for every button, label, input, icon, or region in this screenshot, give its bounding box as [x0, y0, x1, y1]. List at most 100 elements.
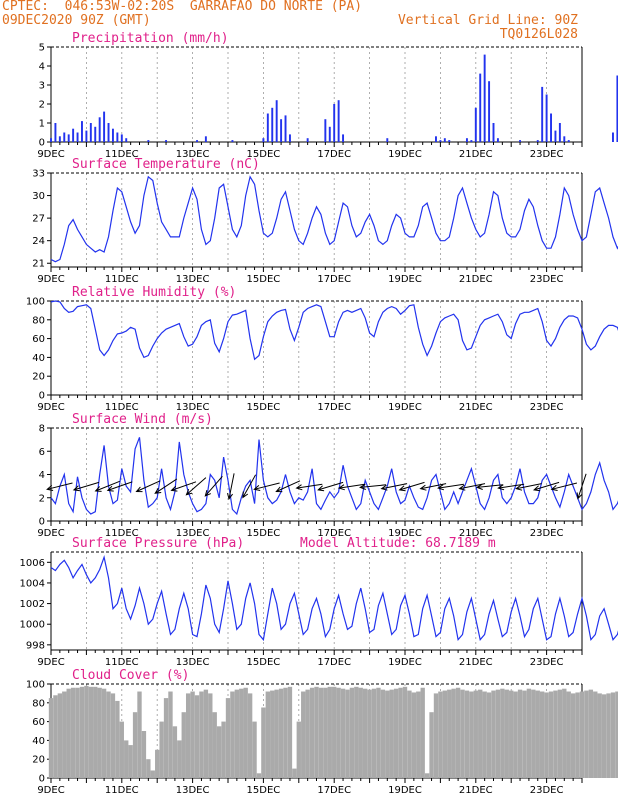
x-tick-label: 19DEC	[388, 785, 422, 796]
y-tick-label: 0	[39, 138, 45, 149]
cloud-bar	[314, 686, 319, 778]
cloud-bar	[562, 688, 567, 778]
wind-arrow	[576, 473, 587, 500]
precip-bar	[328, 126, 331, 142]
y-tick-label: 3	[39, 81, 45, 92]
precip-bar	[306, 138, 309, 142]
x-tick-label: 13DEC	[176, 528, 210, 539]
precip-bar	[85, 130, 88, 142]
precip-bar	[284, 115, 287, 142]
precip-bar	[116, 132, 119, 142]
y-tick-label: 1000	[20, 620, 45, 631]
precip-bar	[337, 100, 340, 142]
y-tick-label: 80	[32, 315, 45, 326]
precip-bar	[72, 128, 75, 142]
x-tick-label: 15DEC	[247, 528, 281, 539]
cloud-bar	[531, 689, 536, 778]
cloud-bar	[57, 693, 63, 778]
precip-bar	[435, 136, 437, 142]
precip-bar	[488, 81, 491, 142]
cloud-bar	[106, 691, 111, 778]
x-tick-label: 23DEC	[530, 528, 564, 539]
precip-bar	[288, 134, 291, 142]
cloud-bar	[177, 740, 182, 778]
x-tick-label: 15DEC	[247, 657, 281, 668]
precip-bar	[266, 113, 269, 142]
precip-bar	[439, 140, 442, 142]
wind-arrow	[550, 482, 578, 491]
y-tick-label: 100	[26, 297, 45, 308]
cloud-bar	[66, 688, 71, 778]
precip-bar	[567, 140, 570, 142]
y-tick-label: 33	[32, 169, 45, 180]
cloud-bar	[132, 712, 138, 778]
cloud-bar	[416, 691, 421, 778]
x-tick-label: 23DEC	[530, 274, 564, 285]
y-tick-label: 1	[39, 119, 45, 130]
wind-arrow	[253, 482, 280, 491]
cloud-bar	[278, 688, 284, 778]
y-tick-label: 40	[32, 736, 45, 747]
panel-subtitle: Model Altitude: 68.7189 m	[300, 536, 496, 551]
precip-bar	[541, 86, 544, 142]
cloud-bar	[606, 693, 611, 778]
cloud-bar	[566, 691, 571, 778]
x-tick-label: 13DEC	[176, 785, 210, 796]
precip-bar	[125, 138, 128, 142]
cloud-bar	[62, 691, 67, 778]
precip-bar	[342, 134, 345, 142]
y-tick-label: 4	[39, 62, 45, 73]
y-tick-label: 80	[32, 698, 45, 709]
x-tick-label: 21DEC	[459, 528, 493, 539]
cloud-bar	[115, 700, 120, 778]
cloud-bar	[168, 691, 173, 778]
cloud-bar	[234, 689, 240, 778]
cloud-bar	[504, 689, 509, 778]
cloud-bar	[305, 689, 310, 778]
x-tick-label: 9DEC	[37, 657, 64, 668]
header-line1-left: CPTEC: 046:53W-02:20S GARRAFAO DO NORTE …	[2, 0, 363, 14]
cloud-bar	[411, 692, 417, 778]
precip-bar	[612, 132, 614, 142]
precip-bar	[465, 138, 468, 142]
cloud-bar	[575, 692, 580, 778]
cloud-bar	[579, 691, 585, 778]
y-tick-label: 40	[32, 353, 45, 364]
cloud-bar	[208, 693, 213, 778]
cloud-bar	[84, 685, 89, 778]
cloud-bar	[146, 759, 151, 778]
cloud-bar	[535, 690, 540, 778]
cloud-bar	[230, 691, 235, 778]
wind-arrow	[185, 477, 207, 496]
wind-arrow	[317, 481, 344, 492]
x-tick-label: 23DEC	[530, 402, 564, 413]
cloud-bar	[482, 691, 487, 778]
x-tick-label: 19DEC	[388, 274, 422, 285]
cloud-bar	[128, 745, 133, 778]
cloud-bar	[557, 689, 563, 778]
cloud-bar	[610, 692, 616, 778]
cloud-bar	[593, 691, 598, 778]
precip-bar	[67, 134, 70, 142]
x-tick-label: 11DEC	[105, 149, 139, 160]
y-tick-label: 1002	[20, 599, 45, 610]
header-line3-right: TQ0126L028	[499, 27, 578, 42]
precip-bar	[94, 126, 97, 142]
precip-bar	[492, 123, 495, 142]
temp-series-line	[50, 175, 618, 263]
x-tick-label: 17DEC	[317, 149, 351, 160]
cloud-bar	[101, 688, 107, 778]
precip-bar	[563, 136, 566, 142]
precip-bar	[89, 123, 92, 142]
cloud-bar	[172, 726, 178, 778]
cloud-bar	[261, 707, 266, 778]
y-tick-label: 1004	[20, 578, 45, 589]
x-tick-label: 17DEC	[317, 657, 351, 668]
cloud-bar	[247, 693, 253, 778]
precip-bar	[50, 138, 52, 142]
y-tick-label: 8	[39, 424, 45, 435]
precip-bar	[76, 132, 79, 142]
x-tick-label: 11DEC	[105, 657, 139, 668]
cloud-bar	[486, 692, 492, 778]
precip-bar	[550, 113, 552, 142]
